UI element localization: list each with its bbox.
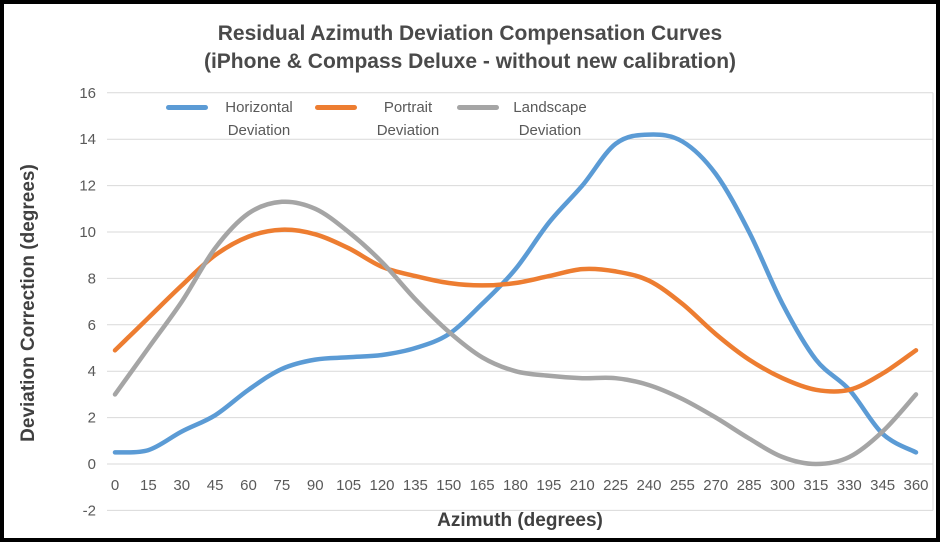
- x-tick-label: 90: [307, 477, 324, 494]
- chart-title-line2: (iPhone & Compass Deluxe - without new c…: [203, 49, 737, 73]
- x-tick-label: 225: [603, 477, 628, 494]
- x-tick-label: 210: [570, 477, 595, 494]
- x-tick-label: 300: [770, 477, 795, 494]
- plot-area: 16 14 12 10 8 6 4 2 0 -2 0 15 30 45 60 75 90 105 120 135 150…: [79, 85, 934, 519]
- x-tick-label: 180: [503, 477, 528, 494]
- chart-title-line1: Residual Azimuth Deviation Compensation …: [217, 22, 723, 45]
- y-tick-label: 8: [88, 270, 96, 287]
- x-tick-label: 240: [636, 477, 661, 494]
- y-tick-label: 4: [88, 363, 96, 380]
- x-tick-label: 120: [369, 477, 394, 494]
- x-tick-label: 315: [803, 477, 828, 494]
- y-tick-label: 0: [88, 456, 96, 473]
- series-line-portrait-deviation: [112, 227, 919, 394]
- x-tick-label: 0: [111, 477, 119, 494]
- x-tick-label: 60: [240, 477, 257, 494]
- x-axis-title: Azimuth (degrees): [437, 510, 603, 531]
- x-tick-label: 270: [703, 477, 728, 494]
- x-tick-label: 150: [436, 477, 461, 494]
- x-tick-label: 165: [470, 477, 495, 494]
- x-tick-label: 195: [536, 477, 561, 494]
- x-tick-label: 45: [207, 477, 224, 494]
- x-tick-label: 330: [837, 477, 862, 494]
- y-tick-label: 12: [79, 178, 96, 195]
- y-tick-label: 16: [79, 85, 96, 102]
- x-tick-label: 30: [173, 477, 190, 494]
- x-tick-label: 105: [336, 477, 361, 494]
- x-tick-label: 360: [903, 477, 928, 494]
- x-tick-label: 285: [737, 477, 762, 494]
- y-tick-label: -2: [83, 502, 96, 519]
- x-tick-label: 135: [403, 477, 428, 494]
- series-line-landscape-deviation: [112, 199, 919, 467]
- series-line-horizontal-deviation: [112, 132, 919, 455]
- chart-title: Residual Azimuth Deviation Compensation …: [4, 20, 936, 75]
- x-tick-label: 15: [140, 477, 157, 494]
- x-tick-label: 255: [670, 477, 695, 494]
- y-tick-label: 14: [79, 131, 96, 148]
- y-tick-label: 10: [79, 224, 96, 241]
- y-tick-label: 2: [88, 410, 96, 427]
- y-tick-label: 6: [88, 317, 96, 334]
- x-tick-label: 75: [274, 477, 291, 494]
- x-tick-label: 345: [870, 477, 895, 494]
